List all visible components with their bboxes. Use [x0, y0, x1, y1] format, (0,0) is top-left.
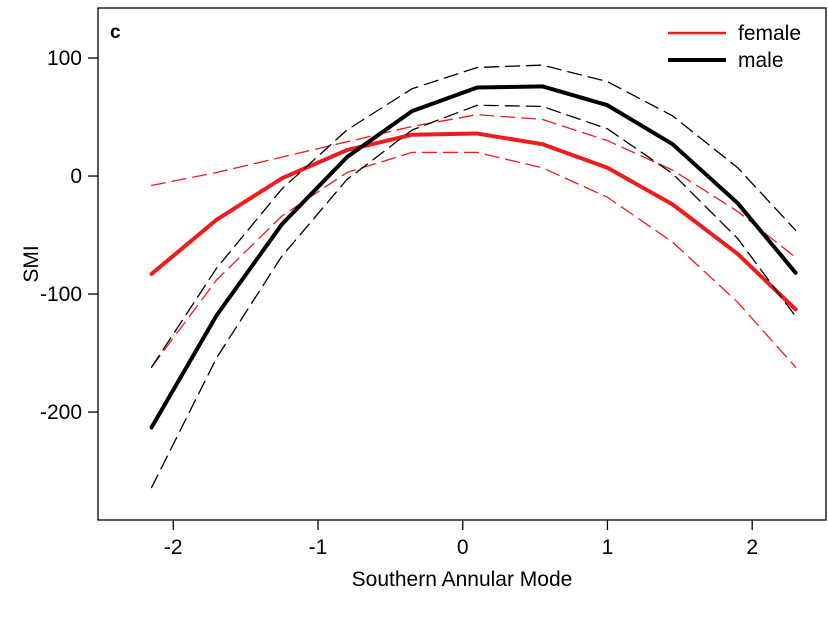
x-axis-label: Southern Annular Mode: [352, 568, 573, 591]
y-tick-label: 100: [47, 47, 82, 70]
y-tick-label: 0: [70, 165, 82, 188]
x-tick-label: -1: [309, 536, 328, 559]
plot-frame: [97, 7, 827, 521]
y-axis-label: SMI: [20, 245, 43, 282]
ci-upper-line: [150, 64, 797, 368]
y-tick-label: -200: [40, 401, 82, 424]
fit-line: [149, 84, 798, 430]
legend-label: female: [738, 22, 801, 45]
ci-lower-line: [150, 104, 797, 489]
x-tick-label: -2: [164, 536, 183, 559]
legend-label: male: [738, 49, 784, 72]
x-tick-label: 2: [746, 536, 758, 559]
x-tick-label: 0: [457, 536, 469, 559]
y-tick-label: -100: [40, 283, 82, 306]
ci-lower-line: [150, 151, 797, 368]
ci-upper-line: [150, 114, 797, 259]
fit-line: [149, 131, 798, 312]
panel-label: c: [110, 22, 121, 43]
x-tick-label: 1: [602, 536, 614, 559]
